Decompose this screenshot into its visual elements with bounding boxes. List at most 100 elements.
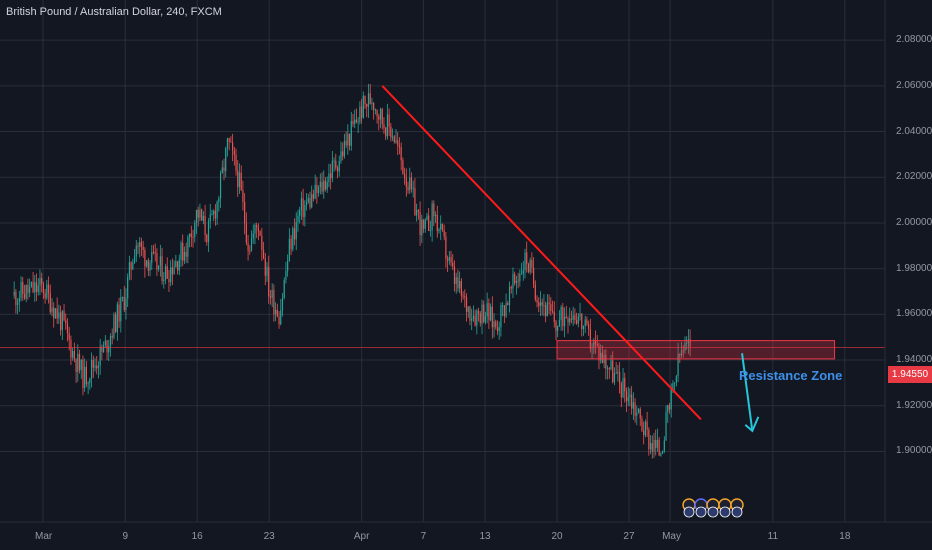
candle-body (477, 310, 480, 314)
candle-body (149, 263, 151, 271)
candle-body (472, 315, 474, 319)
candle-body (395, 140, 397, 143)
candle-body (230, 141, 232, 143)
candle-body (522, 270, 524, 274)
time-tick-label: May (662, 531, 681, 542)
candle-body (147, 260, 149, 271)
candle-body (613, 373, 616, 383)
candle-body (410, 177, 413, 189)
candle-body (565, 316, 567, 319)
candle-body (27, 284, 29, 293)
candle-body (142, 246, 144, 251)
candle-body (109, 336, 112, 346)
candle-body (326, 182, 328, 190)
candle-body (159, 256, 161, 266)
candle-body (527, 263, 530, 273)
candle-body (431, 203, 433, 231)
candle-body (82, 359, 84, 389)
candle-body (524, 252, 526, 271)
candle-body (56, 308, 58, 319)
candle-body (211, 214, 213, 216)
candle-body (240, 172, 242, 191)
candle-body (383, 124, 385, 128)
candle-body (123, 296, 125, 310)
candle-body (455, 277, 457, 285)
candle-body (548, 302, 550, 305)
candle-body (192, 236, 194, 238)
candle-body (660, 453, 662, 456)
candle-body (515, 280, 517, 284)
candle-body (503, 305, 505, 317)
candle-body (194, 223, 196, 237)
candle-body (672, 383, 674, 389)
time-tick-label: 18 (839, 531, 851, 542)
candle-body (436, 214, 438, 232)
candle-body (596, 344, 598, 346)
candle-body (385, 127, 387, 137)
candle-body (662, 450, 664, 454)
candle-body (127, 276, 129, 299)
candle-body (531, 260, 533, 268)
candle-body (639, 409, 641, 419)
candle-body (120, 297, 122, 322)
candle-body (393, 136, 395, 143)
candle-body (555, 321, 557, 331)
candle-body (686, 342, 688, 344)
candle-body (54, 308, 57, 319)
candle-body (484, 316, 487, 323)
candle-body (318, 187, 320, 193)
candle-body (187, 237, 189, 257)
candle-body (610, 360, 612, 370)
candle-body (586, 319, 588, 325)
candle-body (656, 439, 659, 448)
candle-body (658, 439, 660, 456)
candle-body (441, 223, 444, 230)
candle-body (409, 177, 411, 191)
candle-body (502, 305, 504, 307)
candle-body (505, 302, 507, 317)
candle-body (447, 258, 449, 261)
candle-body (264, 258, 266, 276)
candle-body (646, 421, 648, 430)
candle-body (287, 260, 289, 272)
candle-body (416, 210, 418, 216)
candle-body (180, 242, 182, 260)
candle-body (643, 430, 645, 436)
candle-body (359, 106, 361, 122)
candle-body (348, 133, 351, 146)
candle-body (343, 141, 345, 157)
candle-body (190, 233, 192, 237)
candle-body (58, 312, 60, 319)
candle-body (648, 429, 650, 450)
candle-body (367, 93, 370, 107)
candle-body (624, 378, 626, 392)
candle-body (152, 252, 155, 254)
candle-body (369, 93, 371, 104)
candle-body (22, 282, 24, 295)
candle-body (273, 289, 275, 315)
candle-body (400, 147, 402, 161)
candle-body (30, 281, 32, 288)
candle-body (350, 120, 352, 146)
candle-body (390, 126, 392, 138)
candle-body (366, 103, 368, 107)
candle-body (541, 302, 543, 306)
candle-body (161, 256, 163, 282)
candle-body (391, 136, 394, 138)
candle-body (479, 313, 481, 324)
event-flag-icon (695, 506, 707, 518)
candle-body (563, 316, 566, 327)
candle-body (412, 188, 414, 190)
candle-body (125, 298, 127, 310)
candle-body (252, 233, 254, 239)
candle-body (65, 320, 67, 324)
candle-body (551, 310, 554, 312)
candle-body (440, 223, 442, 230)
candle-body (512, 274, 514, 289)
candle-body (634, 402, 636, 416)
event-markers (682, 498, 744, 518)
candle-body (293, 228, 296, 240)
candle-body (140, 242, 143, 247)
